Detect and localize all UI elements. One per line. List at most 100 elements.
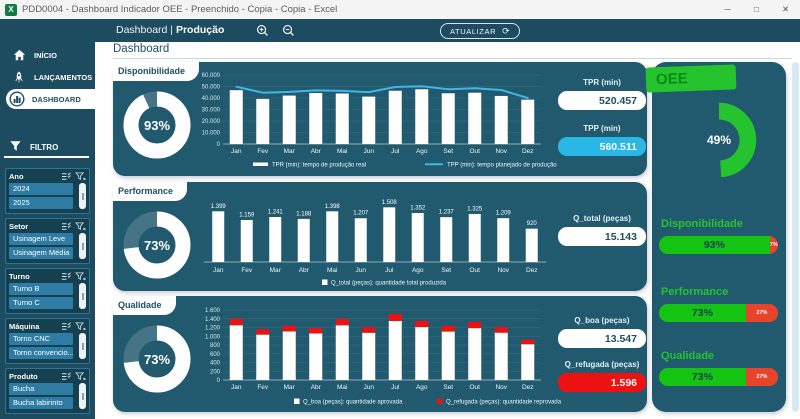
multi-select-icon[interactable] [61,172,72,181]
multi-select-icon[interactable] [61,322,72,331]
disponibilidade-chart: 60.000 50.000 40.000 30.000 20.000 10.000 0 Jan… [197,64,563,174]
filter-option[interactable]: 2024 [9,183,73,195]
svg-text:TPP (min): tempo planejado de: TPP (min): tempo planejado de produção [447,163,557,169]
kpi-qrefugada: Q_refugada (peças) 1.596 [550,360,654,392]
svg-text:Set: Set [443,384,453,391]
close-button[interactable]: ✕ [781,4,790,14]
sidebar-item-lancamentos[interactable]: LANÇAMENTOS [0,68,95,86]
svg-text:920: 920 [527,221,538,227]
svg-text:10.000: 10.000 [202,131,221,137]
metric-good-segment: 73% [659,304,746,322]
multi-select-icon[interactable] [61,372,72,381]
filter-option[interactable]: Bucha labirinto [9,397,73,409]
filter-group-setor: Setor Usinagem Leve Usinagem Média [5,218,90,264]
window-controls: ─ □ ✕ [713,0,800,19]
kpi-value-box: 560.511 [558,137,646,156]
rocket-icon [11,69,27,85]
zoom-in-icon[interactable] [256,24,269,37]
maximize-button[interactable]: □ [753,4,760,14]
svg-text:Ago: Ago [416,384,428,391]
svg-text:Jun: Jun [364,148,375,155]
kpi-label: Q_total (peças) [573,214,631,223]
kpi-value: 15.143 [604,230,637,243]
filter-option[interactable]: Turno C [9,297,73,309]
svg-text:800: 800 [210,343,221,349]
sidebar-item-label: DASHBOARD [32,94,81,104]
svg-text:Ago: Ago [416,148,428,155]
clear-filter-icon[interactable] [75,372,86,381]
svg-text:Out: Out [470,384,481,391]
filter-scrollbar[interactable] [79,383,86,409]
kpi-tpp: TPP (min) 560.511 [550,124,654,156]
filter-option[interactable]: Usinagem Média [9,247,73,259]
kpi-value-box: 1.596 [558,373,646,392]
panel-title: Qualidade [113,296,176,315]
svg-text:1.508: 1.508 [382,200,398,206]
performance-donut: 73% [121,209,193,281]
filter-option[interactable]: Torno CNC [9,333,73,345]
multi-select-icon[interactable] [61,222,72,231]
svg-text:Jul: Jul [391,148,400,155]
kpi-label: TPP (min) [583,124,621,133]
filter-option[interactable]: Turno B [9,283,73,295]
oee-metric-performance: Performance 73% 27% [659,286,778,322]
svg-text:Q_refugada (peças): quantidade: Q_refugada (peças): quantidade reprovada [446,400,562,406]
svg-text:0: 0 [217,142,221,148]
filter-option[interactable]: 2025 [9,197,73,209]
svg-text:1.398: 1.398 [325,204,341,210]
oee-banner: OEE [645,64,737,93]
svg-text:Nov: Nov [495,148,507,155]
zoom-out-icon[interactable] [282,24,295,37]
svg-text:1.352: 1.352 [410,205,426,211]
svg-text:200: 200 [210,369,221,375]
kpi-value-box: 15.143 [558,227,646,246]
home-icon [11,47,27,63]
svg-text:Jan: Jan [231,148,242,155]
svg-text:Fev: Fev [257,384,269,391]
svg-text:1.325: 1.325 [467,206,483,212]
svg-text:Set: Set [441,267,451,274]
metric-good-segment: 73% [659,368,746,386]
svg-text:Abr: Abr [299,267,310,274]
clear-filter-icon[interactable] [75,322,86,331]
kpi-qboa: Q_boa (peças) 13.547 [550,316,654,348]
sidebar-item-inicio[interactable]: INÍCIO [0,46,95,64]
breadcrumb-separator: | [167,24,176,36]
filter-scrollbar[interactable] [79,233,86,259]
svg-text:1.241: 1.241 [268,210,284,216]
vertical-scrollbar[interactable] [792,62,799,412]
filter-group-turno: Turno Turno B Turno C [5,268,90,314]
kpi-value: 1.596 [610,376,637,389]
filter-group-ano: Ano 2024 2025 [5,168,90,214]
atualizar-button[interactable]: ATUALIZAR ⟳ [440,23,521,39]
filter-group-label: Ano [9,172,24,181]
sidebar-item-dashboard[interactable]: DASHBOARD [6,89,95,109]
main-content: Dashboard Disponibilidade 93% 60.000 50.0… [95,42,800,419]
oee-metric-qualidade: Qualidade 73% 27% [659,350,778,386]
multi-select-icon[interactable] [61,272,72,281]
clear-filter-icon[interactable] [75,272,86,281]
svg-text:Dez: Dez [522,148,534,155]
qualidade-donut: 73% [121,323,193,395]
clear-filter-icon[interactable] [75,222,86,231]
kpi-value-box: 13.547 [558,329,646,348]
window-titlebar: X PDD0004 - Dashboard Indicador OEE - Pr… [0,0,800,19]
sidebar-item-label: LANÇAMENTOS [34,72,93,82]
filter-option[interactable]: Usinagem Leve [9,233,73,245]
filter-option[interactable]: Torno convencio... [9,347,73,359]
svg-text:Fev: Fev [257,148,269,155]
svg-text:600: 600 [210,352,221,358]
svg-text:Jan: Jan [231,384,242,391]
clear-filter-icon[interactable] [75,172,86,181]
minimize-button[interactable]: ─ [724,4,731,14]
metric-bar: 73% 27% [659,304,778,322]
svg-text:Mai: Mai [337,148,347,155]
filter-scrollbar[interactable] [79,183,86,209]
kpi-value: 13.547 [604,332,637,345]
filter-group-label: Setor [9,222,29,231]
filter-scrollbar[interactable] [79,283,86,309]
filter-scrollbar[interactable] [79,333,86,359]
filter-option[interactable]: Bucha [9,383,73,395]
svg-text:Q_boa (peças): quantidade apro: Q_boa (peças): quantidade aprovada [303,400,403,406]
